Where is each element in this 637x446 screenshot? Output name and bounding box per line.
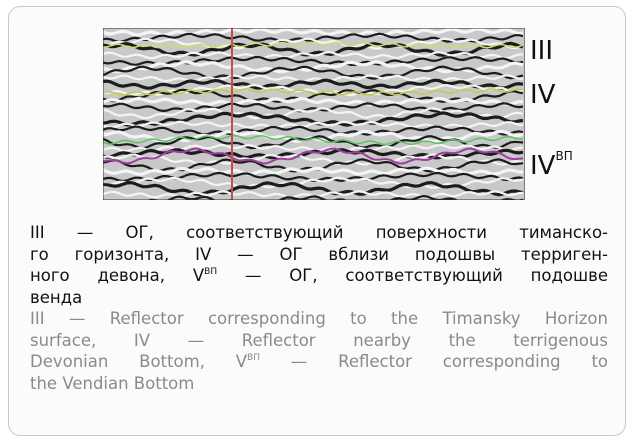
superscript: ВП: [204, 267, 217, 277]
seismic-image: [103, 28, 525, 200]
caption-line: Devonian Bottom, VВП — Reflector corresp…: [30, 351, 608, 373]
superscript: ВП: [247, 353, 260, 363]
label-text: III: [530, 36, 553, 66]
caption-text: surface, IV — Reflector nearby the terri…: [30, 331, 608, 350]
label-superscript: ВП: [555, 149, 572, 163]
caption-text: III — Reflector corresponding to the Tim…: [30, 309, 608, 328]
caption-text: — ОГ, соответствующий подошве: [217, 266, 608, 285]
caption-line: ного девона, VВП — ОГ, соответствующий п…: [30, 265, 608, 287]
horizon-label: IV: [530, 82, 555, 108]
caption-text: Devonian Bottom, V: [30, 352, 247, 371]
caption-text: the Vendian Bottom: [30, 374, 194, 393]
label-text: IV: [530, 80, 555, 110]
label-text: IV: [530, 151, 555, 181]
caption-text: ного девона, V: [30, 266, 204, 285]
caption-line: surface, IV — Reflector nearby the terri…: [30, 330, 608, 352]
caption-english: III — Reflector corresponding to the Tim…: [30, 308, 608, 394]
caption-text: III — ОГ, соответствующий поверхности ти…: [30, 223, 608, 242]
horizon-label: III: [530, 38, 553, 64]
caption-line: the Vendian Bottom: [30, 373, 608, 395]
caption-line: III — Reflector corresponding to the Tim…: [30, 308, 608, 330]
caption-line: III — ОГ, соответствующий поверхности ти…: [30, 222, 608, 244]
horizon-label: IVВП: [530, 150, 573, 179]
caption-text: — Reflector corresponding to: [260, 352, 608, 371]
caption-line: го горизонта, IV — ОГ вблизи подошвы тер…: [30, 244, 608, 266]
caption-text: го горизонта, IV — ОГ вблизи подошвы тер…: [30, 245, 608, 264]
caption-russian: III — ОГ, соответствующий поверхности ти…: [30, 222, 608, 308]
caption-line: венда: [30, 287, 608, 309]
caption-text: венда: [30, 288, 82, 307]
